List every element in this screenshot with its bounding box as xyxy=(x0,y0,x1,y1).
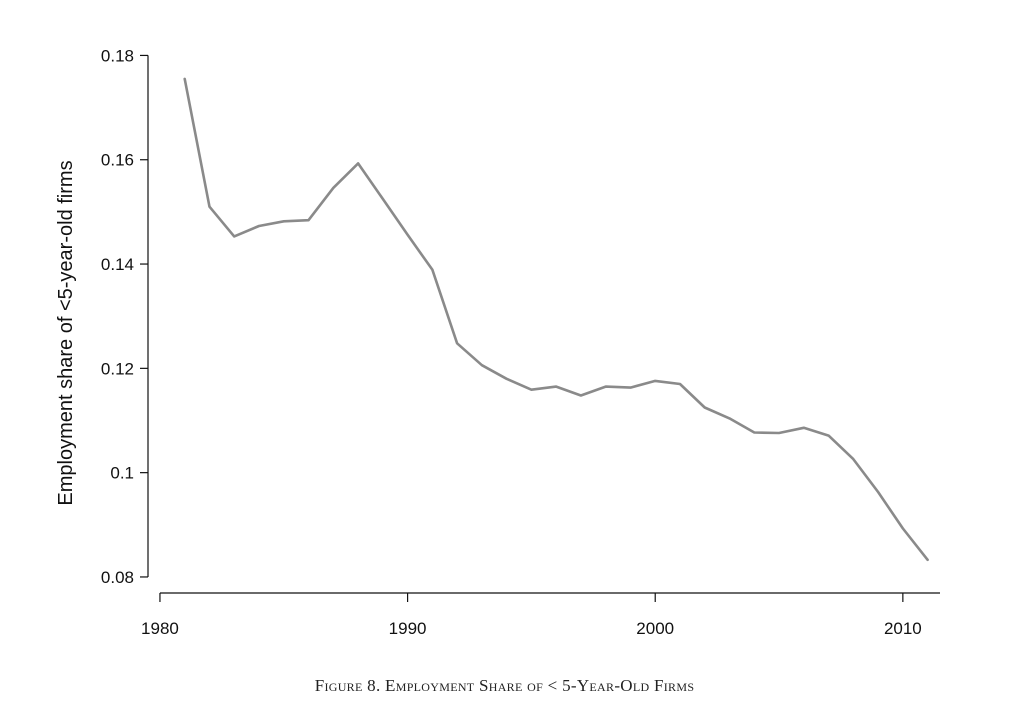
series-layer xyxy=(183,77,929,562)
y-tick-label: 0.08 xyxy=(101,568,134,587)
y-tick-label: 0.16 xyxy=(101,151,134,170)
y-axis: 0.08 0.1 0.12 0.14 0.16 0.18 xyxy=(101,46,149,587)
y-tick-label: 0.18 xyxy=(101,46,134,65)
x-tick-label: 1990 xyxy=(389,619,427,638)
y-axis-title: Employment share of <5-year-old firms xyxy=(55,160,77,505)
x-axis: 1980 1990 2000 2010 xyxy=(141,592,940,638)
line-chart: 0.08 0.1 0.12 0.14 0.16 0.18 1980 1990 2000 2010… xyxy=(55,46,940,638)
series-line xyxy=(183,77,929,562)
figure-caption: Figure 8. Employment Share of < 5-Year-O… xyxy=(314,676,695,695)
y-tick-label: 0.12 xyxy=(101,359,134,378)
y-tick-label: 0.1 xyxy=(110,464,134,483)
x-tick-label: 2010 xyxy=(884,619,922,638)
x-tick-label: 1980 xyxy=(141,619,179,638)
y-tick-label: 0.14 xyxy=(101,255,134,274)
x-tick-label: 2000 xyxy=(636,619,674,638)
